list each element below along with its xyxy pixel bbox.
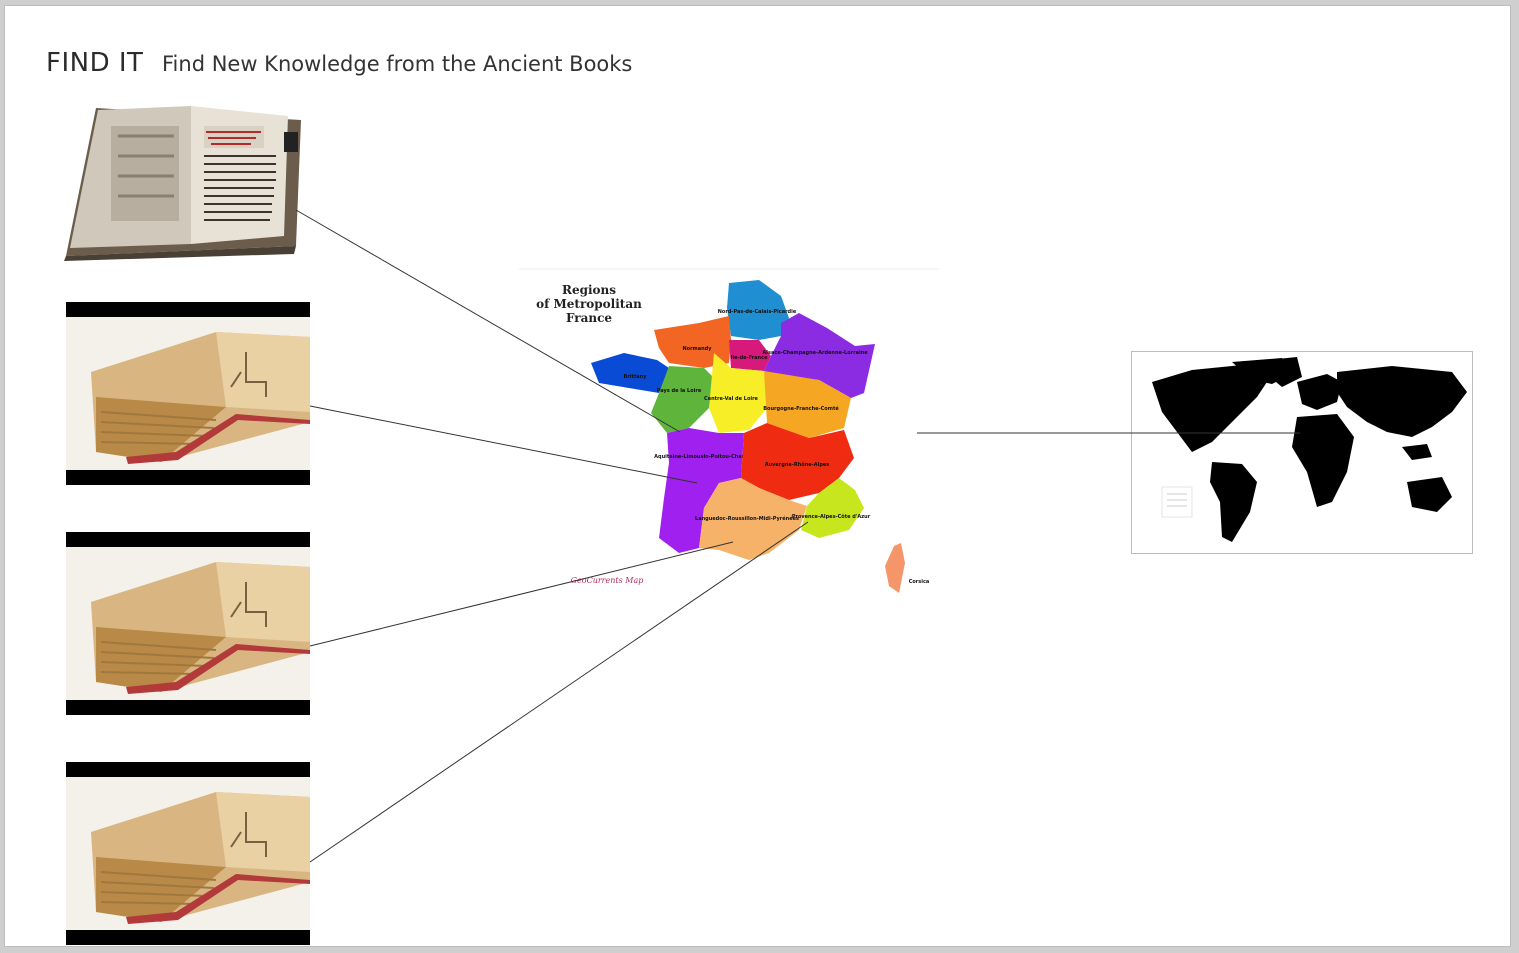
ancient-book-image-3[interactable] xyxy=(66,532,310,715)
region-label: Bourgogne-Franche-Comté xyxy=(763,405,839,412)
region-label: Ile-de-France xyxy=(731,355,769,361)
region-label: Centre-Val de Loire xyxy=(704,396,759,402)
page-title: FIND IT xyxy=(46,48,144,78)
letterbox-bar xyxy=(66,930,310,945)
region-bourgogne-franche-comte[interactable] xyxy=(764,371,851,438)
region-label: Nord-Pas-de-Calais-Picardie xyxy=(718,309,797,315)
region-corsica[interactable] xyxy=(885,543,905,593)
region-label: Brittany xyxy=(624,374,648,380)
region-label: Pays de la Loire xyxy=(657,388,702,394)
letterbox-bar xyxy=(66,302,310,317)
ancient-book-image-1[interactable] xyxy=(56,96,306,261)
region-label: Languedoc-Roussillon-Midi-Pyrénées xyxy=(695,515,799,522)
letterbox-bar xyxy=(66,532,310,547)
region-nord-pas-de-calais-picardie[interactable] xyxy=(727,280,789,340)
region-brittany[interactable] xyxy=(591,353,669,393)
region-centre-val-de-loire[interactable] xyxy=(709,353,767,433)
open-book-icon xyxy=(66,317,310,470)
region-provence-alpes-cote-dazur[interactable] xyxy=(801,478,864,538)
region-label: Corsica xyxy=(909,579,930,585)
map-title-line1: Regions xyxy=(562,283,616,297)
ancient-book-image-2[interactable] xyxy=(66,302,310,485)
page-subtitle: Find New Knowledge from the Ancient Book… xyxy=(162,52,633,76)
region-label: Aquitaine-Limousin-Poitou-Charentes xyxy=(654,454,760,460)
world-map-image[interactable] xyxy=(1131,351,1473,554)
map-title-line2: of Metropolitan xyxy=(536,297,642,311)
open-book-icon xyxy=(64,106,301,261)
letterbox-bar xyxy=(66,470,310,485)
region-label: Auvergne-Rhône-Alpes xyxy=(765,461,830,468)
letterbox-bar xyxy=(66,762,310,777)
ancient-book-image-4[interactable] xyxy=(66,762,310,945)
open-book-icon xyxy=(66,777,310,930)
region-label: Provence-Alpes-Côte d'Azur xyxy=(792,513,871,520)
world-map-icon xyxy=(1152,357,1467,542)
france-regions-map[interactable]: Regions of Metropolitan France Nord-Pas-… xyxy=(519,268,939,600)
region-label: Alsace-Champagne-Ardenne-Lorraine xyxy=(762,350,868,356)
map-credit: GeoCurrents Map xyxy=(571,576,644,585)
letterbox-bar xyxy=(66,700,310,715)
open-book-icon xyxy=(66,547,310,700)
region-label: Normandy xyxy=(682,346,712,352)
region-auvergne-rhone-alpes[interactable] xyxy=(741,423,854,500)
region-ile-de-france[interactable] xyxy=(729,340,771,371)
map-title-line3: France xyxy=(566,311,612,325)
